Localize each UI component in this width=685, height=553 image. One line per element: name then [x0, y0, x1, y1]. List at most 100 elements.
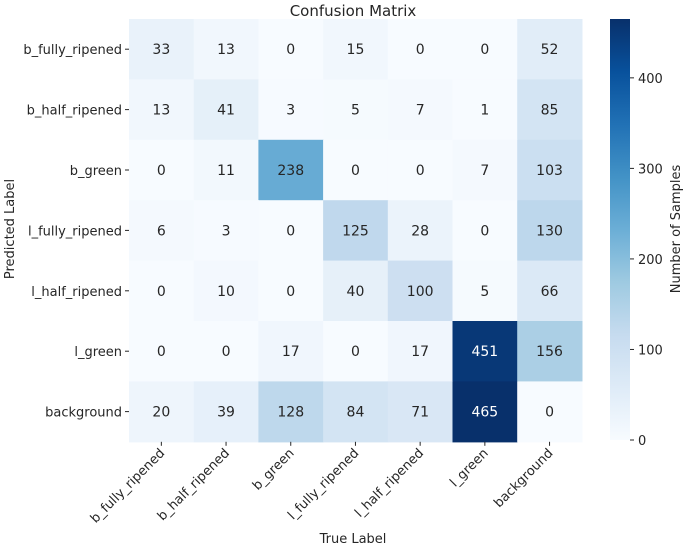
heatmap-cell — [258, 139, 324, 201]
heatmap-cell — [517, 381, 583, 443]
cell-value-label: 0 — [480, 42, 489, 58]
y-tick-label: b_fully_ripened — [23, 43, 122, 58]
cell-value-label: 0 — [157, 284, 166, 300]
cell-value-label: 71 — [411, 405, 429, 421]
cell-value-label: 13 — [152, 103, 170, 119]
cell-value-label: 0 — [351, 344, 360, 360]
y-tick-label: l_half_ripened — [31, 285, 122, 300]
cell-value-label: 17 — [282, 344, 300, 360]
x-tick-label: background — [491, 446, 556, 511]
heatmap-cell — [387, 79, 454, 141]
y-tick-labels: b_fully_ripened b_half_ripened b_green l_fu… — [23, 43, 129, 421]
cell-value-label: 0 — [157, 163, 166, 179]
heatmap-cell — [193, 200, 259, 262]
x-tick-label: l_half_ripened — [352, 446, 427, 521]
cell-value-label: 3 — [222, 223, 231, 239]
heatmap-cell — [387, 19, 454, 80]
y-tick-label: l_green — [74, 345, 122, 360]
cell-value-label: 3 — [286, 103, 295, 119]
heatmap-cell — [323, 139, 389, 201]
heatmap-cell — [387, 260, 454, 322]
y-tick-label: background — [45, 406, 122, 421]
cell-value-label: 0 — [286, 42, 295, 58]
colorbar-label: Number of Samples — [669, 165, 684, 294]
heatmap-cell — [517, 200, 583, 262]
y-tick-label: b_half_ripened — [27, 104, 122, 119]
y-axis-label: Predicted Label — [3, 179, 18, 279]
colorbar — [610, 19, 630, 440]
y-tick-label: b_green — [70, 164, 122, 179]
heatmap-cell — [517, 79, 583, 141]
heatmap-cell — [323, 321, 389, 382]
heatmap-cell — [517, 321, 583, 382]
x-tick-label: b_green — [250, 446, 298, 494]
heatmap-cell — [517, 19, 583, 80]
heatmap-cell — [258, 19, 324, 80]
cell-value-label: 7 — [416, 103, 425, 119]
cell-value-label: 28 — [411, 223, 429, 239]
heatmap-cell — [129, 381, 195, 443]
heatmap-cell — [129, 200, 195, 262]
cell-value-label: 0 — [545, 405, 554, 421]
cell-value-label: 103 — [536, 163, 563, 179]
heatmap-cell — [387, 381, 454, 443]
heatmap-cell — [129, 79, 195, 141]
heatmap-cell — [517, 139, 583, 201]
heatmap-cell — [387, 200, 454, 262]
heatmap-cell — [452, 321, 518, 382]
colorbar-tick-label: 300 — [638, 162, 663, 177]
cell-value-label: 33 — [152, 42, 170, 58]
colorbar-tick-label: 400 — [638, 72, 663, 87]
cell-value-label: 40 — [347, 284, 365, 300]
cell-value-label: 0 — [416, 42, 425, 58]
heatmap-cell — [193, 381, 259, 443]
cell-value-label: 125 — [342, 223, 369, 239]
heatmap-cell — [323, 200, 389, 262]
cell-value-label: 1 — [480, 103, 489, 119]
heatmap-cell — [323, 260, 389, 322]
cell-value-label: 0 — [416, 163, 425, 179]
cell-value-label: 0 — [222, 344, 231, 360]
cell-value-label: 0 — [157, 344, 166, 360]
cell-value-label: 465 — [471, 405, 498, 421]
cell-value-label: 156 — [536, 344, 563, 360]
heatmap-cell — [129, 139, 195, 201]
heatmap-cell — [323, 19, 389, 80]
heatmap-cell — [193, 19, 259, 80]
cell-value-label: 128 — [277, 405, 304, 421]
x-tick-label: l_green — [447, 446, 491, 490]
cell-value-label: 0 — [480, 223, 489, 239]
heatmap-cell — [452, 139, 518, 201]
heatmap-cell — [452, 381, 518, 443]
heatmap-cell — [258, 321, 324, 382]
cell-value-label: 84 — [347, 405, 365, 421]
heatmap-cell — [452, 260, 518, 322]
colorbar-tick-label: 200 — [638, 253, 663, 268]
x-axis-label: True Label — [319, 532, 387, 547]
heatmap-cell — [129, 19, 195, 80]
heatmap-cell — [323, 79, 389, 141]
heatmap-cell — [258, 79, 324, 141]
heatmap-cell — [193, 260, 259, 322]
heatmap-cell — [517, 260, 583, 322]
cell-value-label: 13 — [217, 42, 235, 58]
cell-value-label: 17 — [411, 344, 429, 360]
cell-value-label: 0 — [286, 284, 295, 300]
heatmap-cell — [452, 79, 518, 141]
cell-value-label: 39 — [217, 405, 235, 421]
cell-value-label: 11 — [217, 163, 235, 179]
heatmap-cell — [258, 381, 324, 443]
chart-title: Confusion Matrix — [290, 2, 417, 20]
cell-value-label: 100 — [407, 284, 434, 300]
heatmap-cell — [387, 139, 454, 201]
cell-value-label: 238 — [277, 163, 304, 179]
cell-value-label: 5 — [480, 284, 489, 300]
heatmap-cell — [129, 321, 195, 382]
colorbar-tick-label: 100 — [638, 343, 663, 358]
cell-value-label: 10 — [217, 284, 235, 300]
heatmap-cell — [387, 321, 454, 382]
x-tick-label: l_fully_ripened — [285, 446, 362, 523]
